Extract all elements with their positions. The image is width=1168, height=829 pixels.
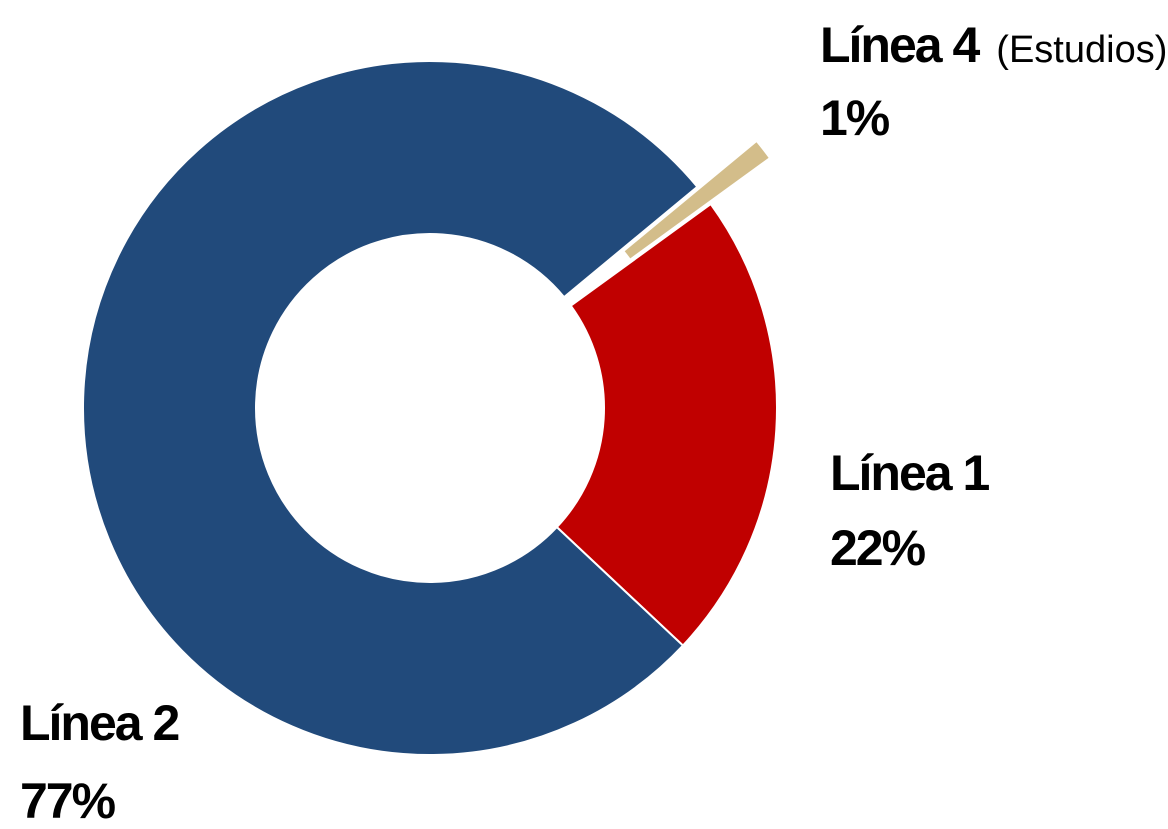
category-label: Línea 4 (Estudios) bbox=[820, 17, 1167, 73]
value-label: 77% bbox=[20, 773, 116, 829]
category-name: Línea 1 bbox=[830, 445, 989, 501]
category-name: Línea 4 bbox=[820, 17, 980, 73]
category-note: (Estudios) bbox=[996, 29, 1167, 71]
donut-slice bbox=[555, 202, 778, 647]
category-label: Línea 1 bbox=[830, 445, 989, 501]
value-label: 22% bbox=[830, 520, 926, 576]
donut-slice bbox=[621, 139, 772, 262]
category-name: Línea 2 bbox=[20, 695, 178, 751]
donut-slice bbox=[82, 60, 699, 756]
value-label: 1% bbox=[820, 90, 890, 146]
category-label: Línea 2 bbox=[20, 695, 178, 751]
